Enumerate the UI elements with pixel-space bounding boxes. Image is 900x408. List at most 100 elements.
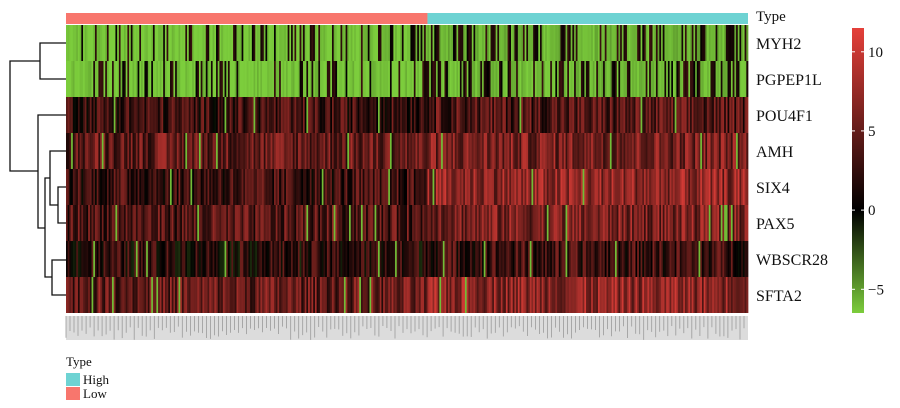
heatmap-cell bbox=[712, 241, 715, 277]
heatmap-cell bbox=[207, 169, 210, 205]
heatmap-cell bbox=[141, 241, 144, 277]
heatmap-cell bbox=[320, 205, 323, 241]
heatmap-cell bbox=[318, 25, 321, 61]
heatmap-cell bbox=[306, 241, 309, 277]
heatmap-cell bbox=[567, 169, 570, 205]
heatmap-cell bbox=[217, 97, 220, 133]
heatmap-cell bbox=[471, 205, 474, 241]
heatmap-cell bbox=[173, 169, 176, 205]
heatmap-cell bbox=[669, 97, 672, 133]
heatmap-cell bbox=[732, 97, 735, 133]
heatmap-cell bbox=[229, 205, 232, 241]
heatmap-cell bbox=[652, 25, 655, 61]
heatmap-cell bbox=[466, 97, 469, 133]
heatmap-cell bbox=[304, 25, 307, 61]
heatmap-cell bbox=[398, 133, 401, 169]
heatmap-cell bbox=[499, 97, 502, 133]
heatmap-cell bbox=[574, 205, 577, 241]
heatmap-cell bbox=[746, 277, 749, 313]
heatmap-cell bbox=[475, 133, 478, 169]
heatmap-cell bbox=[705, 205, 708, 241]
heatmap-cell bbox=[231, 133, 234, 169]
heatmap-cell bbox=[297, 61, 300, 97]
heatmap-cell bbox=[77, 169, 80, 205]
heatmap-cell bbox=[739, 205, 742, 241]
heatmap-cell bbox=[81, 205, 84, 241]
heatmap-cell bbox=[77, 241, 80, 277]
heatmap-cell bbox=[171, 169, 174, 205]
heatmap-cell bbox=[134, 241, 137, 277]
heatmap-cell bbox=[720, 61, 723, 97]
heatmap-cell bbox=[294, 205, 297, 241]
heatmap-cell bbox=[418, 97, 421, 133]
heatmap-cell bbox=[333, 97, 336, 133]
heatmap-cell bbox=[98, 241, 101, 277]
heatmap-cell bbox=[672, 241, 676, 277]
heatmap-cell bbox=[659, 97, 662, 133]
heatmap-cell bbox=[306, 25, 309, 61]
heatmap-cell bbox=[188, 277, 191, 313]
heatmap-cell bbox=[642, 205, 645, 241]
heatmap-cell bbox=[374, 25, 377, 61]
heatmap-cell bbox=[135, 133, 138, 169]
heatmap-cell bbox=[132, 97, 135, 133]
heatmap-cell bbox=[267, 61, 270, 97]
heatmap-cell bbox=[511, 25, 514, 61]
heatmap-cell bbox=[724, 133, 727, 169]
heatmap-cell bbox=[446, 97, 449, 133]
heatmap-cell bbox=[453, 61, 456, 97]
heatmap-cell bbox=[669, 241, 672, 277]
heatmap-cell bbox=[570, 133, 573, 169]
heatmap-cell bbox=[243, 205, 246, 241]
heatmap-cell bbox=[415, 61, 418, 97]
heatmap-cell bbox=[376, 25, 379, 61]
heatmap-cell bbox=[371, 169, 374, 205]
heatmap-cell bbox=[94, 61, 98, 97]
heatmap-cell bbox=[509, 25, 512, 61]
heatmap-cell bbox=[558, 205, 561, 241]
heatmap-cell bbox=[311, 25, 314, 61]
heatmap-cell bbox=[742, 133, 745, 169]
heatmap-cell bbox=[557, 205, 560, 241]
heatmap-cell bbox=[589, 241, 592, 277]
heatmap-cell bbox=[313, 133, 316, 169]
heatmap-cell bbox=[371, 25, 374, 61]
heatmap-cell bbox=[350, 133, 353, 169]
heatmap-cell bbox=[482, 97, 485, 133]
heatmap-cell bbox=[251, 97, 254, 133]
heatmap-cell bbox=[674, 169, 677, 205]
heatmap-cell bbox=[132, 277, 135, 313]
heatmap-cell bbox=[557, 25, 560, 61]
heatmap-cell bbox=[613, 61, 616, 97]
heatmap-cell bbox=[505, 97, 508, 133]
heatmap-cell bbox=[635, 97, 638, 133]
heatmap-cell bbox=[395, 169, 398, 205]
heatmap-cell bbox=[732, 241, 735, 277]
heatmap-cell bbox=[224, 97, 227, 133]
heatmap-cell bbox=[251, 241, 254, 277]
heatmap-cell bbox=[446, 133, 449, 169]
heatmap-cell bbox=[93, 133, 96, 169]
heatmap-cell bbox=[635, 25, 638, 61]
colorbar-tick-label: 0 bbox=[868, 203, 876, 219]
heatmap-cell bbox=[589, 133, 592, 169]
heatmap-cell bbox=[110, 133, 113, 169]
heatmap-cell bbox=[258, 169, 261, 205]
heatmap-cell bbox=[502, 241, 505, 277]
heatmap-cell bbox=[720, 133, 723, 169]
heatmap-cell bbox=[108, 61, 111, 97]
heatmap-cell bbox=[323, 61, 326, 97]
heatmap-cell bbox=[296, 277, 299, 313]
heatmap-cell bbox=[147, 61, 150, 97]
heatmap-cell bbox=[216, 241, 219, 277]
heatmap-cell bbox=[644, 61, 647, 97]
heatmap-cell bbox=[224, 277, 227, 313]
heatmap-cell bbox=[391, 61, 394, 97]
heatmap-cell bbox=[147, 133, 150, 169]
heatmap-cell bbox=[149, 205, 152, 241]
heatmap-cell bbox=[615, 241, 618, 277]
heatmap-cell bbox=[313, 241, 316, 277]
heatmap-cell bbox=[309, 133, 312, 169]
heatmap-cell bbox=[354, 25, 357, 61]
heatmap-cell bbox=[528, 169, 531, 205]
